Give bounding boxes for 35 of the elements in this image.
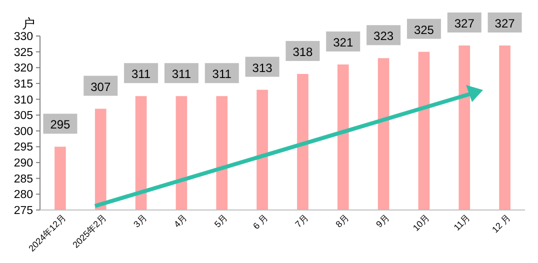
y-tick-label: 320 [14, 62, 33, 75]
data-label: 321 [333, 35, 354, 50]
data-label: 311 [131, 67, 151, 82]
data-label: 323 [374, 29, 394, 44]
x-tick-label: 7月 [293, 212, 310, 230]
x-tick-label: 11月 [452, 212, 472, 233]
y-tick-label: 300 [14, 126, 33, 138]
data-label: 325 [414, 22, 434, 37]
y-tick-label: 310 [14, 94, 33, 106]
y-axis-title: 户 [22, 16, 35, 31]
y-tick-label: 280 [14, 189, 33, 202]
y-tick-label: 285 [14, 173, 33, 186]
data-label: 311 [212, 67, 232, 82]
x-tick-label: 10月 [410, 212, 432, 233]
x-tick-label: 8月 [334, 212, 351, 230]
y-tick-label: 315 [14, 78, 33, 90]
data-label: 307 [90, 80, 111, 94]
x-tick-label: 6 月 [251, 212, 270, 232]
y-tick-label: 330 [14, 31, 33, 43]
data-label: 313 [252, 60, 273, 75]
data-label: 327 [494, 16, 516, 30]
y-tick-label: 325 [14, 46, 33, 59]
x-tick-label: 5月 [212, 212, 230, 230]
y-tick-label: 275 [14, 205, 33, 217]
data-label: 327 [454, 16, 475, 30]
data-label: 295 [50, 118, 71, 132]
x-tick-label: 12 月 [490, 212, 512, 235]
y-tick-label: 290 [14, 158, 33, 170]
y-tick-label: 295 [14, 142, 33, 154]
x-tick-label: 3月 [132, 212, 149, 230]
x-tick-label: 9月 [374, 212, 392, 230]
data-label: 318 [292, 44, 314, 59]
x-tick-label: 4月 [172, 212, 189, 230]
y-tick-label: 305 [14, 110, 33, 122]
data-label: 311 [172, 67, 192, 82]
